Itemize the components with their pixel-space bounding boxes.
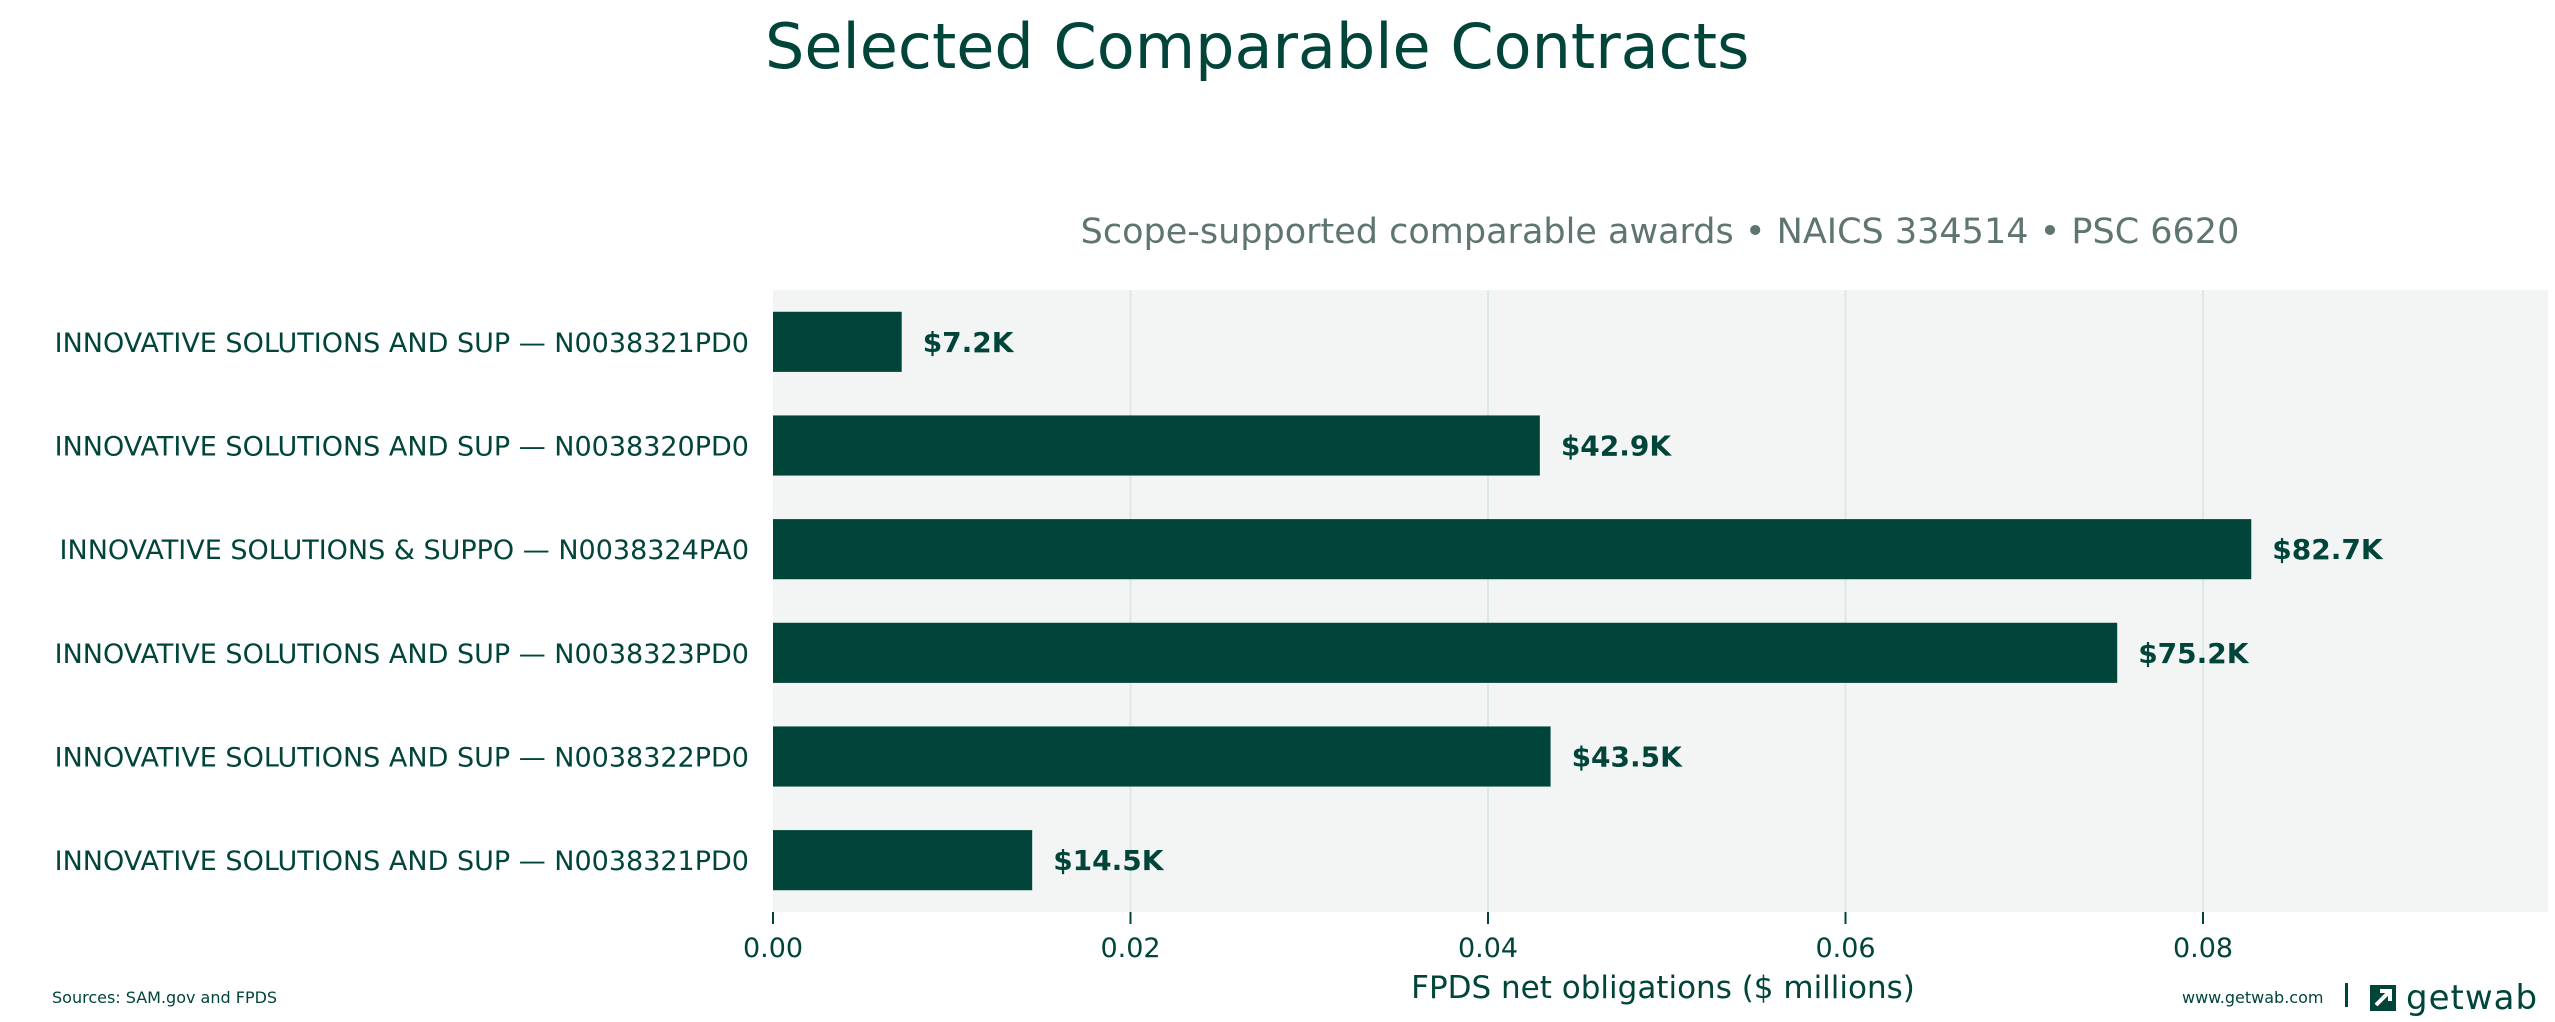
category-label: INNOVATIVE SOLUTIONS AND SUP — N0038323P…: [55, 639, 749, 670]
bar: [773, 726, 1551, 787]
plot-area: [773, 290, 2548, 912]
brand-name: getwab: [2406, 978, 2539, 1018]
category-label: INNOVATIVE SOLUTIONS AND SUP — N0038321P…: [55, 328, 749, 359]
data-label: $7.2K: [923, 326, 1015, 359]
website-link[interactable]: www.getwab.com: [2182, 988, 2324, 1007]
x-tick-label: 0.08: [2173, 933, 2233, 964]
category-label: INNOVATIVE SOLUTIONS AND SUP — N0038322P…: [55, 743, 749, 774]
x-tick-label: 0.06: [1815, 933, 1875, 964]
footer-divider: [2345, 983, 2348, 1007]
data-label: $42.9K: [1561, 430, 1673, 463]
sources-note: Sources: SAM.gov and FPDS: [52, 988, 278, 1007]
data-label: $82.7K: [2272, 533, 2384, 566]
bar: [773, 311, 902, 372]
chart-title: Selected Comparable Contracts: [765, 10, 1750, 83]
category-label: INNOVATIVE SOLUTIONS AND SUP — N0038320P…: [55, 432, 749, 463]
x-tick-label: 0.04: [1458, 933, 1518, 964]
bar: [773, 519, 2252, 580]
data-label: $75.2K: [2138, 637, 2250, 670]
chart-subtitle: Scope-supported comparable awards • NAIC…: [1080, 212, 2240, 252]
brand-logo: getwab: [2368, 978, 2538, 1018]
x-tick-label: 0.00: [743, 933, 803, 964]
bar: [773, 622, 2118, 683]
data-label: $43.5K: [1572, 741, 1684, 774]
data-label: $14.5K: [1053, 844, 1165, 877]
getwab-logo-icon: [2370, 985, 2396, 1011]
bar: [773, 415, 1540, 476]
bar: [773, 830, 1033, 891]
category-label: INNOVATIVE SOLUTIONS AND SUP — N0038321P…: [55, 846, 749, 877]
x-axis-label: FPDS net obligations ($ millions): [1411, 970, 1915, 1006]
category-label: INNOVATIVE SOLUTIONS & SUPPO — N0038324P…: [60, 535, 749, 566]
x-tick-label: 0.02: [1100, 933, 1160, 964]
